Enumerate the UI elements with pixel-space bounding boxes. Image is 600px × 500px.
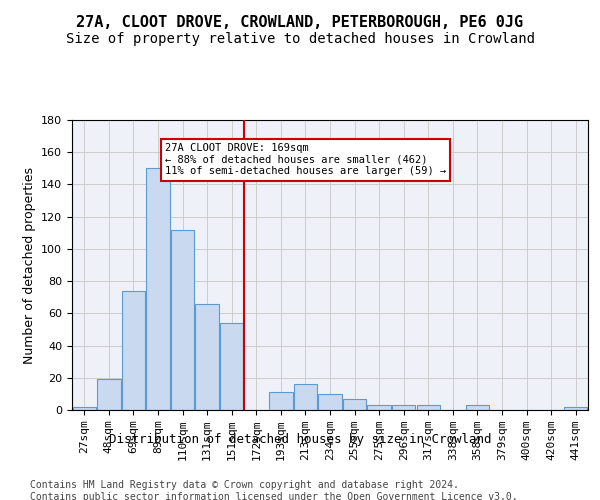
Bar	[196, 304, 219, 410]
Bar	[564, 407, 587, 410]
Bar	[319, 394, 341, 410]
Bar	[146, 168, 170, 410]
Bar	[466, 405, 489, 410]
Y-axis label: Number of detached properties: Number of detached properties	[23, 166, 35, 364]
Bar	[171, 230, 194, 410]
Text: Contains HM Land Registry data © Crown copyright and database right 2024.
Contai: Contains HM Land Registry data © Crown c…	[30, 480, 518, 500]
Bar	[392, 405, 415, 410]
Bar	[294, 384, 317, 410]
Text: Size of property relative to detached houses in Crowland: Size of property relative to detached ho…	[65, 32, 535, 46]
Bar	[73, 407, 96, 410]
Bar	[122, 291, 145, 410]
Bar	[220, 323, 244, 410]
Bar	[367, 405, 391, 410]
Bar	[416, 405, 440, 410]
Bar	[97, 380, 121, 410]
Text: 27A, CLOOT DROVE, CROWLAND, PETERBOROUGH, PE6 0JG: 27A, CLOOT DROVE, CROWLAND, PETERBOROUGH…	[76, 15, 524, 30]
Bar	[269, 392, 293, 410]
Text: Distribution of detached houses by size in Crowland: Distribution of detached houses by size …	[109, 432, 491, 446]
Text: 27A CLOOT DROVE: 169sqm
← 88% of detached houses are smaller (462)
11% of semi-d: 27A CLOOT DROVE: 169sqm ← 88% of detache…	[165, 143, 446, 176]
Bar	[343, 398, 366, 410]
